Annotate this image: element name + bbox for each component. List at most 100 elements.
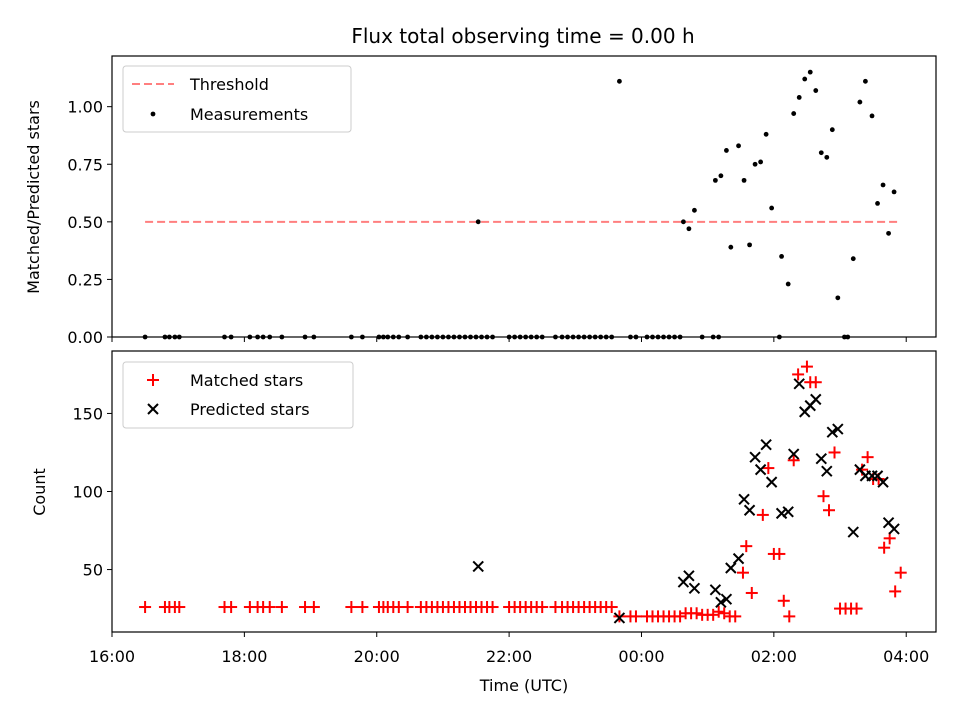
measurement-point	[390, 334, 396, 340]
top-panel: 0.00 0.25 0.50 0.75 1.00 Matched/Predicted s…	[24, 55, 937, 347]
predicted-star-point	[749, 451, 761, 463]
legend-measurements-swatch	[150, 111, 156, 117]
measurement-point	[813, 88, 819, 93]
matched-star-point	[745, 586, 758, 599]
measurement-point	[791, 111, 797, 116]
xtick-label: 02:00	[751, 647, 797, 666]
measurement-point	[880, 182, 886, 188]
predicted-star-point	[472, 560, 484, 573]
measurement-point	[763, 131, 769, 137]
measurement-point	[396, 334, 402, 340]
matched-star-point	[817, 490, 830, 503]
measurement-points	[142, 69, 897, 340]
measurement-point	[451, 334, 457, 340]
measurement-point	[228, 334, 234, 340]
measurement-point	[559, 334, 565, 340]
measurement-point	[863, 78, 868, 84]
measurement-point	[628, 334, 633, 340]
bottom-x-ticks: 16:00 18:00 20:00 22:00 00:00 02:00 04:00	[89, 632, 929, 666]
bottom-y-ticks: 50 100 150	[72, 404, 112, 580]
measurement-point	[490, 334, 495, 340]
measurement-point	[484, 334, 490, 340]
predicted-star-point	[787, 448, 800, 460]
predicted-star-point	[765, 476, 778, 488]
matched-star-point	[773, 547, 786, 560]
predicted-star-point	[720, 593, 733, 605]
measurement-point	[166, 334, 172, 340]
measurement-point	[736, 143, 741, 149]
measurement-point	[835, 295, 841, 301]
measurement-point	[506, 334, 512, 340]
measurement-point	[385, 334, 391, 340]
top-ytick-label: 0.75	[67, 155, 103, 174]
measurement-point	[609, 334, 615, 340]
matched-star-point	[690, 607, 703, 620]
bottom-ytick-label: 150	[72, 404, 103, 423]
predicted-star-point	[888, 523, 900, 535]
measurement-point	[142, 334, 148, 340]
measurement-point	[247, 334, 253, 340]
matched-star-point	[486, 601, 499, 614]
matched-star-point	[828, 446, 841, 459]
measurement-point	[666, 334, 672, 340]
matched-star-point	[139, 601, 152, 614]
matched-stars-points	[139, 360, 907, 623]
top-y-axis-label: Matched/Predicted stars	[24, 100, 43, 294]
measurement-point	[769, 205, 775, 211]
measurement-point	[680, 219, 686, 225]
measurement-point	[661, 334, 666, 340]
matched-star-point	[263, 601, 276, 614]
predicted-star-point	[613, 612, 626, 624]
predicted-star-point	[782, 506, 794, 518]
measurement-point	[446, 334, 451, 340]
matched-star-point	[783, 610, 796, 623]
measurement-point	[570, 334, 576, 340]
matched-star-point	[756, 508, 769, 521]
matched-star-point	[792, 368, 805, 381]
measurement-point	[279, 334, 285, 340]
measurement-point	[747, 242, 752, 248]
measurement-point	[818, 150, 824, 156]
measurement-point	[802, 76, 808, 82]
measurement-point	[807, 69, 813, 75]
measurement-point	[440, 334, 446, 340]
measurement-point	[779, 253, 784, 259]
predicted-star-point	[832, 423, 844, 435]
measurement-point	[380, 334, 386, 340]
matched-star-point	[307, 601, 320, 614]
top-ytick-label: 1.00	[67, 98, 103, 117]
measurement-point	[650, 334, 655, 340]
matched-star-point	[850, 602, 863, 615]
measurement-point	[534, 334, 540, 340]
xtick-label: 00:00	[618, 647, 664, 666]
measurement-point	[473, 334, 479, 340]
measurement-point	[655, 334, 661, 340]
predicted-star-point	[715, 596, 727, 609]
bottom-ytick-label: 100	[72, 483, 103, 502]
measurement-point	[686, 226, 692, 232]
measurement-point	[869, 113, 875, 119]
measurement-point	[587, 334, 593, 340]
measurement-point	[712, 177, 718, 183]
xtick-label: 22:00	[486, 647, 532, 666]
legend-matched-swatch	[147, 374, 159, 386]
legend-threshold-label: Threshold	[189, 75, 269, 94]
predicted-star-point	[815, 453, 827, 465]
predicted-star-point	[793, 378, 805, 390]
measurement-point	[302, 334, 308, 340]
matched-star-point	[736, 566, 749, 579]
measurement-point	[796, 95, 802, 100]
measurement-point	[617, 78, 622, 84]
measurement-point	[716, 334, 722, 340]
measurement-point	[824, 154, 830, 160]
matched-star-point	[173, 601, 186, 614]
measurement-point	[435, 334, 440, 340]
measurement-point	[603, 334, 609, 340]
top-legend-box	[122, 65, 352, 133]
measurement-point	[528, 334, 534, 340]
bottom-ytick-label: 50	[83, 561, 103, 580]
measurement-point	[752, 161, 758, 167]
measurement-point	[633, 334, 639, 340]
measurement-point	[475, 219, 481, 225]
